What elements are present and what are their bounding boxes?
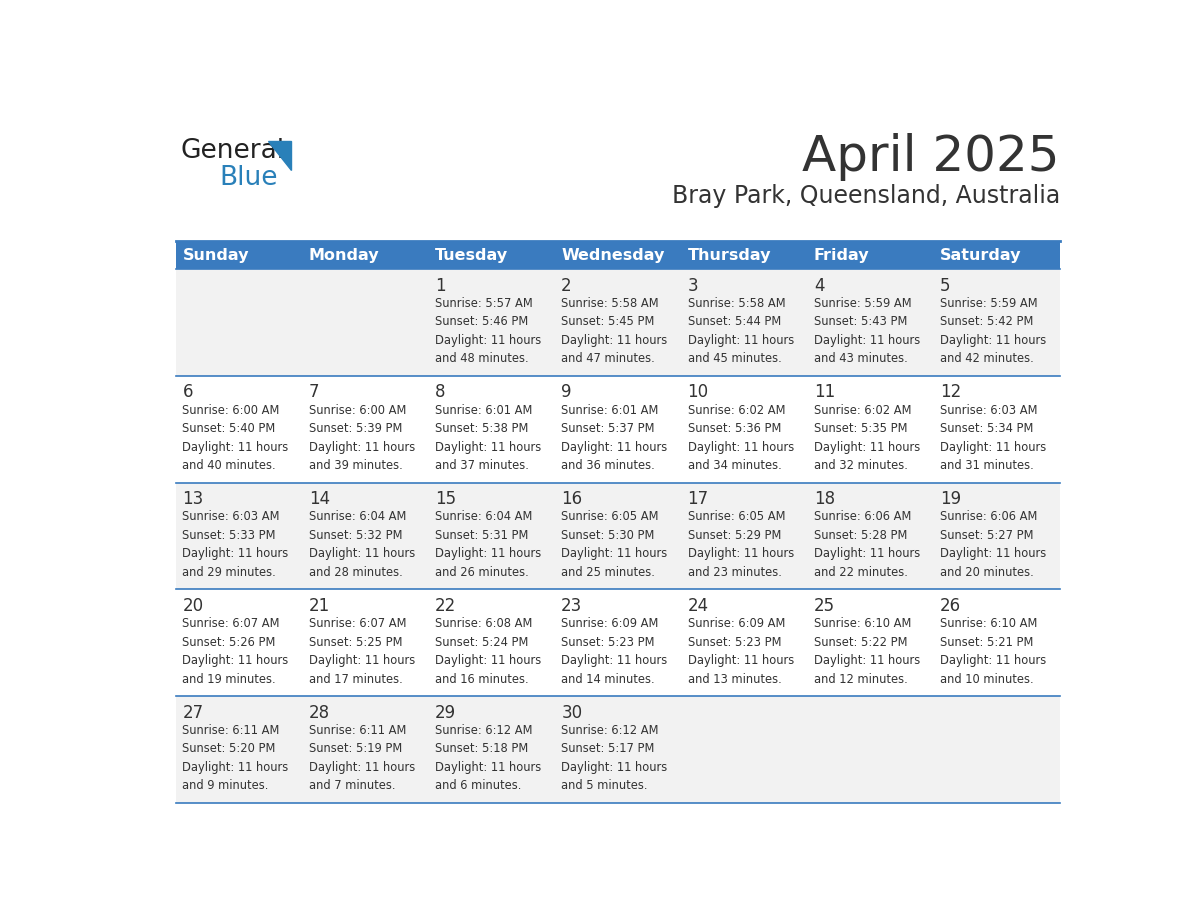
Text: Sunrise: 6:07 AM
Sunset: 5:25 PM
Daylight: 11 hours
and 17 minutes.: Sunrise: 6:07 AM Sunset: 5:25 PM Dayligh… (309, 617, 415, 686)
Text: 16: 16 (561, 490, 582, 509)
Text: Sunrise: 6:03 AM
Sunset: 5:33 PM
Daylight: 11 hours
and 29 minutes.: Sunrise: 6:03 AM Sunset: 5:33 PM Dayligh… (183, 510, 289, 579)
Text: Sunrise: 6:10 AM
Sunset: 5:22 PM
Daylight: 11 hours
and 12 minutes.: Sunrise: 6:10 AM Sunset: 5:22 PM Dayligh… (814, 617, 920, 686)
FancyBboxPatch shape (176, 696, 1060, 803)
Text: Sunrise: 6:02 AM
Sunset: 5:35 PM
Daylight: 11 hours
and 32 minutes.: Sunrise: 6:02 AM Sunset: 5:35 PM Dayligh… (814, 404, 920, 472)
Text: Sunday: Sunday (183, 248, 249, 263)
Text: Saturday: Saturday (940, 248, 1022, 263)
Text: Sunrise: 6:00 AM
Sunset: 5:40 PM
Daylight: 11 hours
and 40 minutes.: Sunrise: 6:00 AM Sunset: 5:40 PM Dayligh… (183, 404, 289, 472)
Text: Sunrise: 6:06 AM
Sunset: 5:27 PM
Daylight: 11 hours
and 20 minutes.: Sunrise: 6:06 AM Sunset: 5:27 PM Dayligh… (940, 510, 1047, 579)
Text: Sunrise: 6:05 AM
Sunset: 5:29 PM
Daylight: 11 hours
and 23 minutes.: Sunrise: 6:05 AM Sunset: 5:29 PM Dayligh… (688, 510, 794, 579)
Text: 10: 10 (688, 384, 708, 401)
Text: Monday: Monday (309, 248, 379, 263)
Text: 2: 2 (561, 276, 571, 295)
Text: Sunrise: 6:00 AM
Sunset: 5:39 PM
Daylight: 11 hours
and 39 minutes.: Sunrise: 6:00 AM Sunset: 5:39 PM Dayligh… (309, 404, 415, 472)
Text: 24: 24 (688, 597, 708, 615)
Text: 17: 17 (688, 490, 708, 509)
Text: 9: 9 (561, 384, 571, 401)
Text: 19: 19 (940, 490, 961, 509)
Text: 23: 23 (561, 597, 582, 615)
Text: Sunrise: 5:58 AM
Sunset: 5:44 PM
Daylight: 11 hours
and 45 minutes.: Sunrise: 5:58 AM Sunset: 5:44 PM Dayligh… (688, 297, 794, 365)
Text: Sunrise: 6:12 AM
Sunset: 5:17 PM
Daylight: 11 hours
and 5 minutes.: Sunrise: 6:12 AM Sunset: 5:17 PM Dayligh… (561, 724, 668, 792)
FancyBboxPatch shape (176, 589, 1060, 696)
Polygon shape (268, 141, 291, 170)
Text: 25: 25 (814, 597, 835, 615)
FancyBboxPatch shape (934, 241, 1060, 269)
Text: Sunrise: 6:10 AM
Sunset: 5:21 PM
Daylight: 11 hours
and 10 minutes.: Sunrise: 6:10 AM Sunset: 5:21 PM Dayligh… (940, 617, 1047, 686)
Text: 6: 6 (183, 384, 192, 401)
Text: 29: 29 (435, 703, 456, 722)
Text: Sunrise: 6:04 AM
Sunset: 5:32 PM
Daylight: 11 hours
and 28 minutes.: Sunrise: 6:04 AM Sunset: 5:32 PM Dayligh… (309, 510, 415, 579)
Text: 26: 26 (940, 597, 961, 615)
Text: 14: 14 (309, 490, 330, 509)
Text: 11: 11 (814, 384, 835, 401)
Text: 28: 28 (309, 703, 330, 722)
Text: Thursday: Thursday (688, 248, 771, 263)
Text: Sunrise: 6:01 AM
Sunset: 5:38 PM
Daylight: 11 hours
and 37 minutes.: Sunrise: 6:01 AM Sunset: 5:38 PM Dayligh… (435, 404, 542, 472)
Text: Bray Park, Queensland, Australia: Bray Park, Queensland, Australia (671, 185, 1060, 208)
FancyBboxPatch shape (681, 241, 808, 269)
Text: April 2025: April 2025 (802, 133, 1060, 181)
FancyBboxPatch shape (555, 241, 681, 269)
Text: Blue: Blue (220, 164, 278, 191)
Text: 21: 21 (309, 597, 330, 615)
Text: Sunrise: 6:05 AM
Sunset: 5:30 PM
Daylight: 11 hours
and 25 minutes.: Sunrise: 6:05 AM Sunset: 5:30 PM Dayligh… (561, 510, 668, 579)
Text: Friday: Friday (814, 248, 870, 263)
Text: 27: 27 (183, 703, 203, 722)
FancyBboxPatch shape (429, 241, 555, 269)
Text: Sunrise: 6:12 AM
Sunset: 5:18 PM
Daylight: 11 hours
and 6 minutes.: Sunrise: 6:12 AM Sunset: 5:18 PM Dayligh… (435, 724, 542, 792)
Text: Sunrise: 6:11 AM
Sunset: 5:20 PM
Daylight: 11 hours
and 9 minutes.: Sunrise: 6:11 AM Sunset: 5:20 PM Dayligh… (183, 724, 289, 792)
Text: Sunrise: 6:03 AM
Sunset: 5:34 PM
Daylight: 11 hours
and 31 minutes.: Sunrise: 6:03 AM Sunset: 5:34 PM Dayligh… (940, 404, 1047, 472)
Text: 7: 7 (309, 384, 320, 401)
Text: 30: 30 (561, 703, 582, 722)
Text: Sunrise: 5:58 AM
Sunset: 5:45 PM
Daylight: 11 hours
and 47 minutes.: Sunrise: 5:58 AM Sunset: 5:45 PM Dayligh… (561, 297, 668, 365)
Text: Sunrise: 6:02 AM
Sunset: 5:36 PM
Daylight: 11 hours
and 34 minutes.: Sunrise: 6:02 AM Sunset: 5:36 PM Dayligh… (688, 404, 794, 472)
Text: Wednesday: Wednesday (561, 248, 664, 263)
Text: 3: 3 (688, 276, 699, 295)
Text: 20: 20 (183, 597, 203, 615)
Text: 8: 8 (435, 384, 446, 401)
FancyBboxPatch shape (808, 241, 934, 269)
Text: Sunrise: 5:59 AM
Sunset: 5:43 PM
Daylight: 11 hours
and 43 minutes.: Sunrise: 5:59 AM Sunset: 5:43 PM Dayligh… (814, 297, 920, 365)
FancyBboxPatch shape (176, 269, 1060, 376)
Text: Sunrise: 6:07 AM
Sunset: 5:26 PM
Daylight: 11 hours
and 19 minutes.: Sunrise: 6:07 AM Sunset: 5:26 PM Dayligh… (183, 617, 289, 686)
Text: 12: 12 (940, 384, 961, 401)
Text: Sunrise: 6:06 AM
Sunset: 5:28 PM
Daylight: 11 hours
and 22 minutes.: Sunrise: 6:06 AM Sunset: 5:28 PM Dayligh… (814, 510, 920, 579)
Text: Sunrise: 6:09 AM
Sunset: 5:23 PM
Daylight: 11 hours
and 13 minutes.: Sunrise: 6:09 AM Sunset: 5:23 PM Dayligh… (688, 617, 794, 686)
Text: 1: 1 (435, 276, 446, 295)
Text: 5: 5 (940, 276, 950, 295)
FancyBboxPatch shape (176, 483, 1060, 589)
Text: Sunrise: 5:59 AM
Sunset: 5:42 PM
Daylight: 11 hours
and 42 minutes.: Sunrise: 5:59 AM Sunset: 5:42 PM Dayligh… (940, 297, 1047, 365)
FancyBboxPatch shape (176, 376, 1060, 483)
Text: 22: 22 (435, 597, 456, 615)
Text: Sunrise: 6:08 AM
Sunset: 5:24 PM
Daylight: 11 hours
and 16 minutes.: Sunrise: 6:08 AM Sunset: 5:24 PM Dayligh… (435, 617, 542, 686)
Text: 4: 4 (814, 276, 824, 295)
Text: 15: 15 (435, 490, 456, 509)
Text: Sunrise: 6:11 AM
Sunset: 5:19 PM
Daylight: 11 hours
and 7 minutes.: Sunrise: 6:11 AM Sunset: 5:19 PM Dayligh… (309, 724, 415, 792)
Text: Sunrise: 5:57 AM
Sunset: 5:46 PM
Daylight: 11 hours
and 48 minutes.: Sunrise: 5:57 AM Sunset: 5:46 PM Dayligh… (435, 297, 542, 365)
Text: 13: 13 (183, 490, 203, 509)
FancyBboxPatch shape (303, 241, 429, 269)
Text: Sunrise: 6:09 AM
Sunset: 5:23 PM
Daylight: 11 hours
and 14 minutes.: Sunrise: 6:09 AM Sunset: 5:23 PM Dayligh… (561, 617, 668, 686)
Text: Sunrise: 6:04 AM
Sunset: 5:31 PM
Daylight: 11 hours
and 26 minutes.: Sunrise: 6:04 AM Sunset: 5:31 PM Dayligh… (435, 510, 542, 579)
Text: 18: 18 (814, 490, 835, 509)
Text: General: General (181, 139, 285, 164)
Text: Sunrise: 6:01 AM
Sunset: 5:37 PM
Daylight: 11 hours
and 36 minutes.: Sunrise: 6:01 AM Sunset: 5:37 PM Dayligh… (561, 404, 668, 472)
FancyBboxPatch shape (176, 241, 303, 269)
Text: Tuesday: Tuesday (435, 248, 508, 263)
